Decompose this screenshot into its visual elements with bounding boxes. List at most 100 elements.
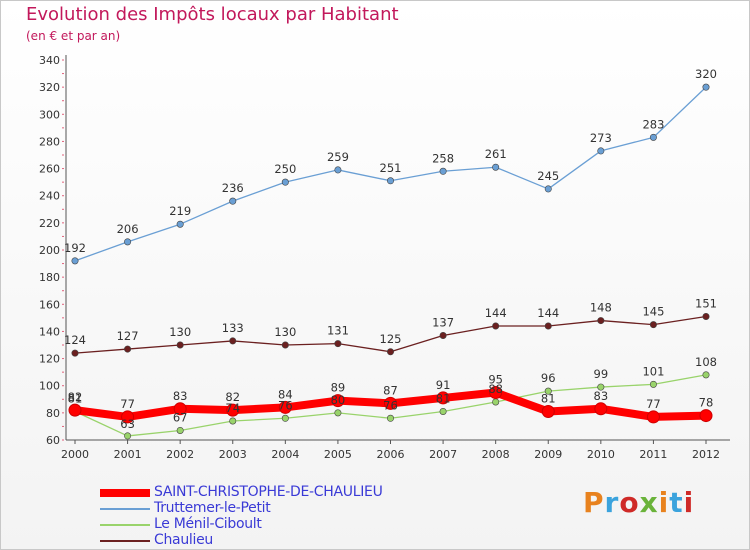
data-label: 151 bbox=[695, 297, 717, 311]
y-tick-label: 320 bbox=[39, 81, 60, 94]
data-point-0 bbox=[436, 391, 450, 405]
data-label: 137 bbox=[432, 316, 454, 330]
data-point-3 bbox=[229, 337, 237, 345]
data-label: 127 bbox=[117, 329, 139, 343]
data-point-3 bbox=[176, 341, 184, 349]
logo-letter: i bbox=[658, 486, 670, 519]
data-point-2 bbox=[334, 409, 342, 417]
data-point-2 bbox=[544, 387, 552, 395]
data-label: 91 bbox=[436, 378, 451, 392]
data-label: 83 bbox=[594, 389, 609, 403]
data-point-1 bbox=[544, 185, 552, 193]
data-label: 81 bbox=[436, 392, 451, 406]
data-point-3 bbox=[702, 312, 710, 320]
data-label: 76 bbox=[278, 398, 293, 412]
x-tick-label: 2005 bbox=[324, 448, 352, 461]
data-label: 148 bbox=[590, 301, 612, 315]
data-label: 261 bbox=[485, 147, 507, 161]
legend-item-truttemer: Truttemer-le-Petit bbox=[100, 500, 500, 517]
data-point-0 bbox=[226, 403, 240, 417]
data-label: 81 bbox=[541, 392, 556, 406]
data-label: 74 bbox=[225, 401, 240, 415]
data-point-3 bbox=[597, 317, 605, 325]
x-tick-label: 2001 bbox=[114, 448, 142, 461]
data-point-0 bbox=[699, 409, 713, 423]
data-point-1 bbox=[71, 257, 79, 265]
data-label: 130 bbox=[169, 325, 191, 339]
legend-swatch-chaulieu bbox=[100, 540, 150, 542]
data-label: 250 bbox=[274, 162, 296, 176]
data-label: 81 bbox=[68, 392, 83, 406]
legend-item-chaulieu: Chaulieu bbox=[100, 532, 500, 549]
y-tick-label: 160 bbox=[39, 298, 60, 311]
data-point-1 bbox=[702, 83, 710, 91]
data-label: 95 bbox=[488, 373, 503, 387]
data-label: 82 bbox=[68, 390, 83, 404]
data-label: 82 bbox=[225, 390, 240, 404]
data-point-0 bbox=[489, 386, 503, 399]
x-tick-label: 2009 bbox=[534, 448, 562, 461]
data-point-2 bbox=[439, 407, 447, 415]
data-label: 283 bbox=[642, 117, 664, 131]
data-label: 88 bbox=[488, 382, 503, 396]
data-point-2 bbox=[492, 398, 500, 406]
data-point-0 bbox=[594, 402, 608, 416]
legend-swatch-menil-ciboult bbox=[100, 524, 150, 526]
x-tick-label: 2000 bbox=[61, 448, 89, 461]
data-point-3 bbox=[544, 322, 552, 330]
data-point-1 bbox=[492, 163, 500, 171]
data-label: 125 bbox=[380, 332, 402, 346]
y-tick-label: 220 bbox=[39, 217, 60, 230]
data-point-2 bbox=[649, 380, 657, 388]
x-tick-label: 2003 bbox=[219, 448, 247, 461]
legend-label-saint-christophe: SAINT-CHRISTOPHE-DE-CHAULIEU bbox=[154, 484, 383, 500]
x-tick-label: 2008 bbox=[482, 448, 510, 461]
logo-letter: t bbox=[669, 486, 684, 519]
y-tick-label: 80 bbox=[46, 407, 60, 420]
legend-label-chaulieu: Chaulieu bbox=[154, 532, 213, 548]
logo-letter: P bbox=[583, 486, 605, 519]
legend-label-truttemer: Truttemer-le-Petit bbox=[154, 500, 271, 516]
y-tick-label: 120 bbox=[39, 353, 60, 366]
data-label: 133 bbox=[222, 321, 244, 335]
data-point-0 bbox=[646, 410, 660, 424]
data-point-3 bbox=[281, 341, 289, 349]
data-point-0 bbox=[278, 400, 292, 414]
data-point-2 bbox=[597, 383, 605, 391]
data-label: 99 bbox=[594, 367, 609, 381]
data-point-0 bbox=[541, 405, 555, 418]
x-tick-label: 2012 bbox=[692, 448, 720, 461]
data-point-2 bbox=[176, 426, 184, 434]
y-tick-label: 180 bbox=[39, 271, 60, 284]
data-point-1 bbox=[124, 238, 132, 246]
data-point-2 bbox=[702, 371, 710, 379]
logo-letter: x bbox=[639, 486, 659, 519]
data-point-2 bbox=[124, 432, 132, 440]
data-label: 84 bbox=[278, 387, 293, 401]
data-label: 130 bbox=[274, 325, 296, 339]
data-label: 80 bbox=[331, 393, 346, 407]
data-point-1 bbox=[334, 166, 342, 174]
data-label: 101 bbox=[642, 364, 664, 378]
data-point-1 bbox=[229, 197, 237, 205]
data-point-1 bbox=[597, 147, 605, 155]
data-label: 144 bbox=[537, 306, 559, 320]
data-label: 78 bbox=[699, 396, 714, 410]
legend-item-menil-ciboult: Le Ménil-Ciboult bbox=[100, 516, 500, 533]
data-point-3 bbox=[649, 321, 657, 329]
y-tick-label: 260 bbox=[39, 163, 60, 176]
data-point-1 bbox=[176, 220, 184, 228]
data-label: 77 bbox=[646, 397, 661, 411]
chart-subtitle: (en € et par an) bbox=[26, 29, 121, 43]
legend-label-menil-ciboult: Le Ménil-Ciboult bbox=[154, 516, 262, 532]
data-label: 320 bbox=[695, 67, 717, 81]
x-tick-label: 2006 bbox=[377, 448, 405, 461]
x-tick-label: 2002 bbox=[166, 448, 194, 461]
logo-letter: i bbox=[683, 486, 695, 519]
data-label: 89 bbox=[331, 381, 346, 395]
data-point-3 bbox=[386, 348, 394, 356]
data-point-3 bbox=[71, 349, 79, 357]
y-tick-label: 140 bbox=[39, 325, 60, 338]
data-point-1 bbox=[649, 133, 657, 141]
legend-item-saint-christophe: SAINT-CHRISTOPHE-DE-CHAULIEU bbox=[100, 484, 500, 501]
